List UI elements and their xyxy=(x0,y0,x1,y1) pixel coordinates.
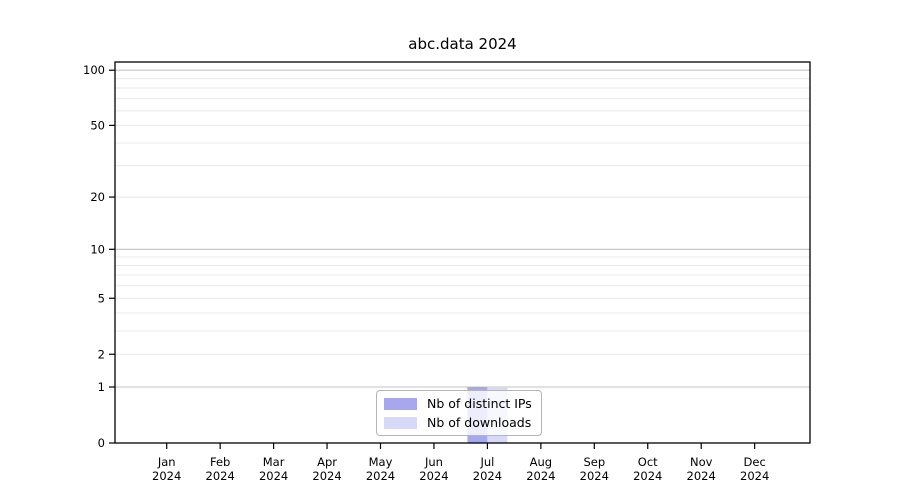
x-tick-label-year: 2024 xyxy=(259,469,288,483)
x-tick-label-month: Feb xyxy=(210,455,230,469)
y-tick-label: 5 xyxy=(98,291,105,305)
legend-row-downloads: Nb of downloads xyxy=(384,415,532,430)
x-tick-label-month: Jan xyxy=(157,455,176,469)
x-tick-label-year: 2024 xyxy=(473,469,502,483)
legend: Nb of distinct IPs Nb of downloads xyxy=(376,390,542,436)
legend-label-downloads: Nb of downloads xyxy=(427,415,532,430)
x-tick-label-year: 2024 xyxy=(152,469,181,483)
axes-box xyxy=(114,61,811,444)
y-tick-label: 100 xyxy=(83,63,105,77)
x-tick-label-year: 2024 xyxy=(419,469,448,483)
y-tick-label: 50 xyxy=(90,118,105,132)
legend-swatch-downloads xyxy=(384,416,417,429)
y-tick-label: 0 xyxy=(98,436,105,450)
y-tick-label: 20 xyxy=(90,190,105,204)
x-tick-label-year: 2024 xyxy=(206,469,235,483)
x-tick-label-month: Oct xyxy=(638,455,658,469)
x-tick-label-year: 2024 xyxy=(366,469,395,483)
x-tick-label-month: Aug xyxy=(530,455,552,469)
x-tick-label-month: Nov xyxy=(690,455,713,469)
x-tick-label-month: Apr xyxy=(317,455,337,469)
x-tick-label-month: May xyxy=(369,455,393,469)
y-tick-label: 1 xyxy=(98,380,105,394)
y-tick-label: 10 xyxy=(90,242,105,256)
x-tick-label-month: Jul xyxy=(479,455,494,469)
x-tick-label-year: 2024 xyxy=(312,469,341,483)
legend-swatch-distinct-ips xyxy=(384,397,417,410)
legend-label-distinct-ips: Nb of distinct IPs xyxy=(427,396,532,411)
x-tick-label-year: 2024 xyxy=(633,469,662,483)
y-tick-label: 2 xyxy=(98,347,105,361)
x-tick-label-year: 2024 xyxy=(580,469,609,483)
x-tick-label-month: Jun xyxy=(424,455,443,469)
x-tick-label-month: Sep xyxy=(583,455,605,469)
x-tick-label-year: 2024 xyxy=(526,469,555,483)
x-tick-label-year: 2024 xyxy=(687,469,716,483)
x-tick-label-month: Dec xyxy=(744,455,766,469)
legend-row-distinct-ips: Nb of distinct IPs xyxy=(384,396,532,411)
x-tick-label-year: 2024 xyxy=(740,469,769,483)
chart-title: abc.data 2024 xyxy=(408,35,517,53)
x-tick-label-month: Mar xyxy=(263,455,285,469)
